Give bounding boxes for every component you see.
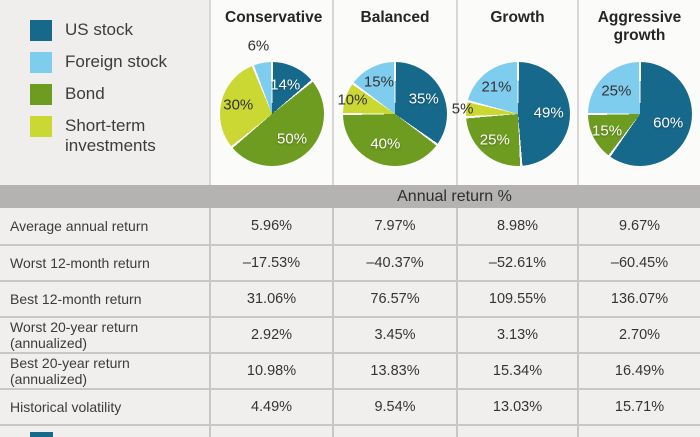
value-cell: 15.34% [456,354,577,388]
pie-slice-label: 5% [451,100,474,118]
table-row: Best 20-year return (annualized) 10.98% … [0,352,700,388]
legend-item-bond: Bond [30,84,209,105]
pie-slice-label: 30% [223,96,254,114]
value-cell [577,426,700,437]
column-conservative: Conservative 14% 50% 30% 6% [209,0,332,185]
legend-label: Short-term investments [65,116,156,155]
value-cell: 4.49% [209,390,332,424]
pie-slice-label: 50% [277,130,308,148]
value-cell: 8.98% [456,208,577,244]
row-label: Average annual return [10,218,149,234]
top-section: US stock Foreign stock Bond Short-term i… [0,0,700,185]
row-label: Worst 20-year return (annualized) [10,319,139,351]
next-row-partial [0,424,700,437]
pie-slice-label: 25% [601,82,632,100]
foreign-stock-swatch [30,52,52,73]
value-cell: –17.53% [209,246,332,280]
pie-slice-label: 6% [247,37,270,55]
table-row: Historical volatility 4.49% 9.54% 13.03%… [0,388,700,424]
column-aggressive-growth: Aggressive growth 60% 15% 25% [577,0,700,185]
next-section-swatch-partial [30,432,53,437]
pie-slice-label: 40% [370,135,401,153]
short-term-swatch [30,116,52,137]
legend: US stock Foreign stock Bond Short-term i… [0,0,209,185]
value-cell: 2.92% [209,318,332,352]
column-title: Balanced [360,9,430,26]
value-cell: –40.37% [332,246,456,280]
pie-slice-label: 10% [337,91,368,109]
annual-return-header-band: Annual return % [0,185,700,208]
pie-slice-label: 35% [408,90,439,108]
pie-slice-label: 21% [481,78,512,96]
legend-label: Foreign stock [65,52,168,71]
value-cell: 76.57% [332,282,456,316]
value-cell: 31.06% [209,282,332,316]
value-cell: 16.49% [577,354,700,388]
column-title: Growth [490,9,545,26]
row-label [0,426,209,437]
row-label: Historical volatility [10,399,122,415]
value-cell: 13.83% [332,354,456,388]
pie-chart-balanced: 35% 40% 10% 15% [337,62,447,166]
value-cell: 7.97% [332,208,456,244]
column-balanced: Balanced 35% 40% 10% 15% [332,0,456,185]
pie-slice-label: 49% [533,104,564,122]
value-cell: 3.13% [456,318,577,352]
column-title: Conservative [225,9,323,26]
value-cell: 15.71% [577,390,700,424]
table-row: Worst 12-month return –17.53% –40.37% –5… [0,244,700,280]
pie-slice-label: 14% [270,76,301,94]
value-cell: 10.98% [209,354,332,388]
pie-chart-aggressive-growth: 60% 15% 25% [587,62,692,166]
row-label: Best 12-month return [10,291,142,307]
pie-chart-growth: 49% 25% 5% 21% [452,62,570,166]
value-cell: 109.55% [456,282,577,316]
pie-slice-label: 60% [653,114,684,132]
legend-item-short-term: Short-term investments [30,116,209,156]
value-cell: 9.54% [332,390,456,424]
value-cell [456,426,577,437]
value-cell [209,426,332,437]
row-label: Best 20-year return (annualized) [10,355,130,387]
value-cell: 3.45% [332,318,456,352]
row-label: Worst 12-month return [10,255,150,271]
legend-label: US stock [65,20,134,39]
pie-slice-label: 15% [363,73,394,91]
us-stock-swatch [30,20,52,41]
value-cell: –60.45% [577,246,700,280]
pie-slice-label: 25% [479,131,510,149]
bond-swatch [30,84,52,105]
column-title: Aggressive growth [597,9,682,44]
value-cell: 2.70% [577,318,700,352]
pie-slice-label: 15% [592,122,623,140]
pie-chart-conservative: 14% 50% 30% 6% [219,37,324,166]
column-growth: Growth 49% 25% 5% 21% [452,0,577,185]
value-cell: 13.03% [456,390,577,424]
value-cell [332,426,456,437]
value-cell: –52.61% [456,246,577,280]
value-cell: 9.67% [577,208,700,244]
legend-item-us-stock: US stock [30,20,209,41]
table-row: Worst 20-year return (annualized) 2.92% … [0,316,700,352]
table-row: Average annual return 5.96% 7.97% 8.98% … [0,208,700,244]
annual-return-label: Annual return % [397,187,512,205]
value-cell: 5.96% [209,208,332,244]
returns-table: Average annual return 5.96% 7.97% 8.98% … [0,208,700,437]
table-row: Best 12-month return 31.06% 76.57% 109.5… [0,280,700,316]
value-cell: 136.07% [577,282,700,316]
legend-label: Bond [65,84,105,103]
legend-item-foreign-stock: Foreign stock [30,52,209,73]
